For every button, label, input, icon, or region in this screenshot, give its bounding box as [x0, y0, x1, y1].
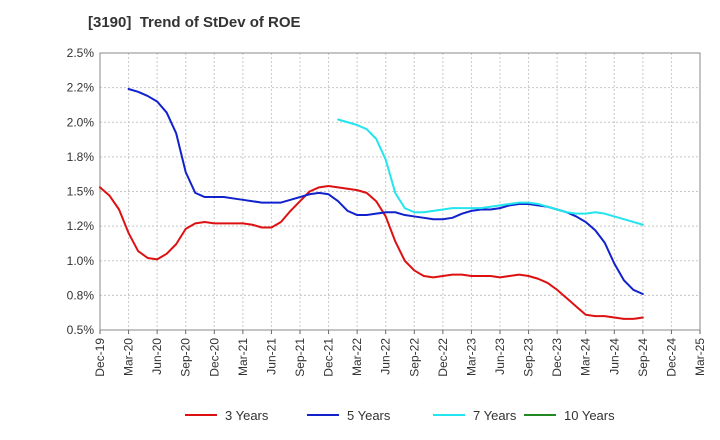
x-tick-label: Mar-20: [122, 338, 136, 376]
x-tick-label: Jun-24: [607, 338, 621, 375]
x-tick-label: Mar-22: [350, 338, 364, 376]
x-tick-label: Jun-21: [264, 338, 278, 375]
series-line-7-years: [337, 118, 644, 226]
x-tick-label: Dec-24: [664, 338, 678, 377]
x-tick-label: Dec-20: [207, 338, 221, 377]
x-tick-label: Dec-19: [93, 338, 107, 377]
chart-title: [3190] Trend of StDev of ROE: [88, 14, 301, 31]
x-tick-label: Sep-22: [407, 338, 421, 377]
x-tick-label: Sep-21: [293, 338, 307, 377]
y-tick-label: 2.2%: [67, 81, 95, 95]
grid: [99, 52, 701, 331]
axes: 0.5% 0.8% 1.0% 1.2% 1.5% 1.8% 2.0% 2.2% 2.5% Dec-…: [67, 46, 707, 377]
series-lines: [99, 88, 644, 320]
y-tick-label: 1.5%: [67, 185, 95, 199]
x-tick-label: Mar-25: [693, 338, 707, 376]
x-tick-label: Mar-23: [464, 338, 478, 376]
x-tick-label: Sep-24: [636, 338, 650, 377]
legend-label: 3 Years: [225, 408, 269, 423]
x-tick-label: Dec-22: [436, 338, 450, 377]
y-tick-label: 1.2%: [67, 219, 95, 233]
x-tick-label: Jun-23: [493, 338, 507, 375]
y-tick-label: 0.5%: [67, 323, 95, 337]
plot-border: [99, 52, 701, 331]
x-tick-label: Dec-21: [322, 338, 336, 377]
x-tick-label: Jun-20: [150, 338, 164, 375]
legend: 3 Years 5 Years 7 Years 10 Years: [185, 408, 615, 423]
x-tick-label: Mar-21: [236, 338, 250, 376]
series-line-3-years: [99, 184, 644, 320]
y-tick-label: 1.0%: [67, 254, 95, 268]
x-tick-label: Jun-22: [379, 338, 393, 375]
x-tick-label: Sep-20: [179, 338, 193, 377]
x-tick-label: Mar-24: [579, 338, 593, 376]
legend-label: 7 Years: [473, 408, 517, 423]
y-tick-label: 2.0%: [67, 115, 95, 129]
y-tick-label: 1.8%: [67, 150, 95, 164]
x-tick-label: Dec-23: [550, 338, 564, 377]
x-tick-label: Sep-23: [522, 338, 536, 377]
legend-label: 10 Years: [564, 408, 615, 423]
y-tick-label: 2.5%: [67, 46, 95, 60]
legend-label: 5 Years: [347, 408, 391, 423]
y-tick-label: 0.8%: [67, 288, 95, 302]
